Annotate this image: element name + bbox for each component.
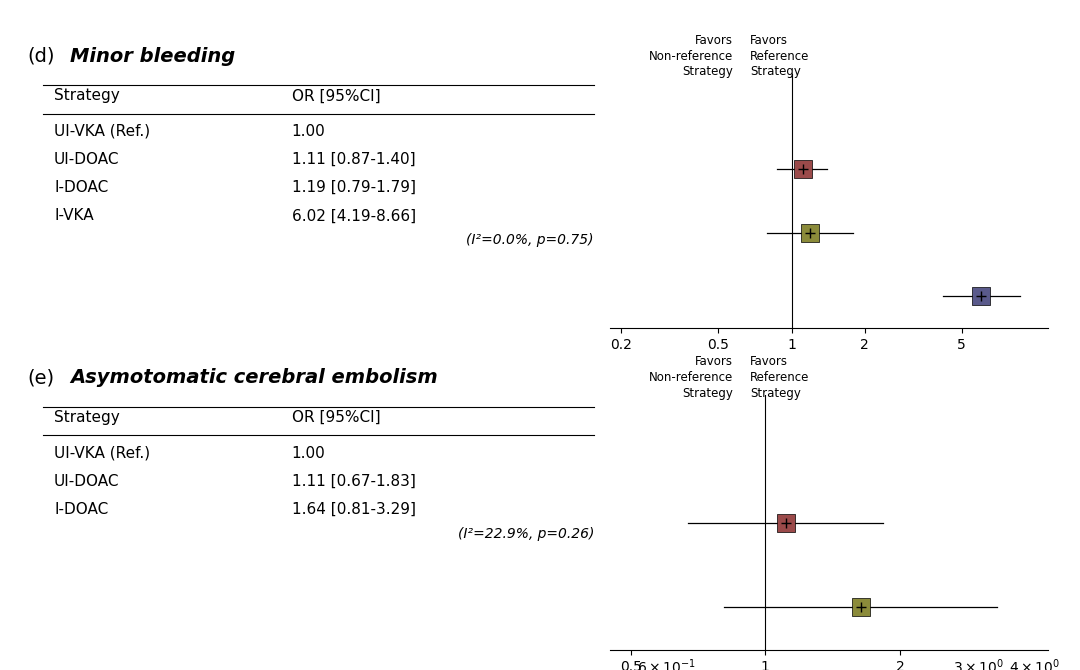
- Text: Favors
Non-reference
Strategy: Favors Non-reference Strategy: [648, 34, 732, 78]
- Text: 1.11 [0.87-1.40]: 1.11 [0.87-1.40]: [292, 152, 415, 167]
- Text: OR [95%CI]: OR [95%CI]: [292, 410, 380, 425]
- Text: 1.19 [0.79-1.79]: 1.19 [0.79-1.79]: [292, 180, 416, 195]
- Point: [777, 517, 794, 528]
- Text: 1.00: 1.00: [292, 446, 325, 460]
- Text: (I²=22.9%, p=0.26): (I²=22.9%, p=0.26): [458, 527, 594, 541]
- Text: Favors
Reference
Strategy: Favors Reference Strategy: [751, 355, 810, 400]
- Text: Favors
Reference
Strategy: Favors Reference Strategy: [751, 34, 810, 78]
- Text: (I²=0.0%, p=0.75): (I²=0.0%, p=0.75): [467, 233, 594, 247]
- Text: Asymotomatic cerebral embolism: Asymotomatic cerebral embolism: [70, 369, 438, 387]
- Text: I-DOAC: I-DOAC: [54, 180, 108, 195]
- Text: 6.02 [4.19-8.66]: 6.02 [4.19-8.66]: [292, 208, 416, 223]
- Text: UI-DOAC: UI-DOAC: [54, 152, 120, 167]
- Point: [801, 228, 819, 239]
- Text: 1.64 [0.81-3.29]: 1.64 [0.81-3.29]: [292, 502, 416, 517]
- Text: 1.00: 1.00: [292, 124, 325, 139]
- Point: [853, 602, 870, 613]
- Text: 1.11 [0.67-1.83]: 1.11 [0.67-1.83]: [292, 474, 416, 488]
- Point: [853, 602, 870, 613]
- Text: UI-VKA (Ref.): UI-VKA (Ref.): [54, 124, 150, 139]
- Text: I-VKA: I-VKA: [54, 208, 94, 223]
- Text: OR [95%CI]: OR [95%CI]: [292, 88, 380, 103]
- Text: I-DOAC: I-DOAC: [54, 502, 108, 517]
- Text: (d): (d): [27, 47, 54, 66]
- Point: [973, 291, 990, 302]
- Point: [794, 164, 811, 175]
- Text: UI-DOAC: UI-DOAC: [54, 474, 120, 488]
- Text: UI-VKA (Ref.): UI-VKA (Ref.): [54, 446, 150, 460]
- Point: [777, 517, 794, 528]
- Point: [801, 228, 819, 239]
- Text: Favors
Non-reference
Strategy: Favors Non-reference Strategy: [648, 355, 732, 400]
- Text: Minor bleeding: Minor bleeding: [70, 47, 235, 66]
- Text: Strategy: Strategy: [54, 410, 120, 425]
- Point: [973, 291, 990, 302]
- Text: (e): (e): [27, 369, 54, 387]
- Point: [794, 164, 811, 175]
- Text: Strategy: Strategy: [54, 88, 120, 103]
